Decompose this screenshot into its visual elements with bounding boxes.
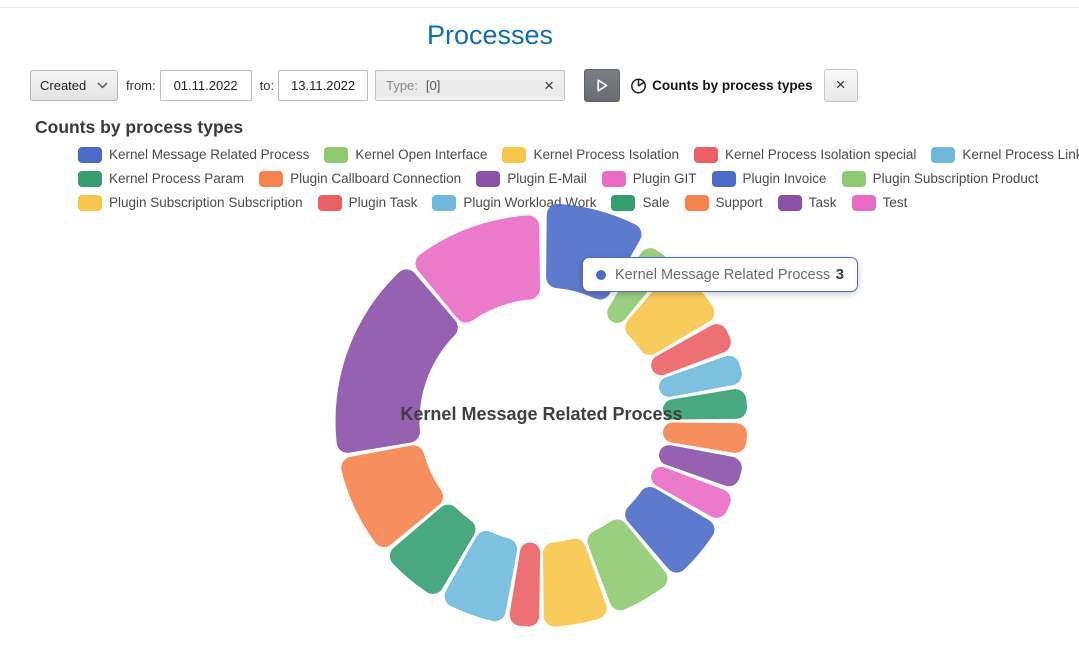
pie-segment[interactable] <box>662 389 748 420</box>
legend-item[interactable]: Kernel Message Related Process <box>78 146 310 163</box>
tooltip-label: Kernel Message Related Process <box>615 266 831 283</box>
chart-legend: Kernel Message Related Process Kernel Ope… <box>78 146 1079 218</box>
tooltip-value: 3 <box>835 266 844 283</box>
chart-widget-title: Counts by process types <box>652 77 813 93</box>
pie-segment[interactable] <box>659 445 742 487</box>
legend-swatch <box>78 146 102 163</box>
play-icon <box>596 78 608 92</box>
donut-center-label: Kernel Message Related Process <box>400 404 682 424</box>
legend-item[interactable]: Sale <box>611 194 670 211</box>
legend-label: Test <box>882 195 908 210</box>
legend-swatch <box>601 170 626 187</box>
legend-swatch <box>502 146 527 163</box>
pie-segment[interactable] <box>509 542 541 627</box>
legend-label: Kernel Open Interface <box>355 147 488 162</box>
legend-item[interactable]: Kernel Process Link <box>931 146 1079 163</box>
created-select[interactable]: Created <box>30 69 118 101</box>
legend-label: Plugin Invoice <box>742 171 827 186</box>
legend-label: Kernel Process Isolation <box>533 147 680 162</box>
legend-label: Plugin Subscription Subscription <box>109 195 303 210</box>
pie-segment[interactable] <box>415 215 541 323</box>
legend-item[interactable]: Plugin Callboard Connection <box>259 170 462 187</box>
legend-label: Plugin GIT <box>632 171 697 186</box>
legend-swatch <box>711 170 736 187</box>
legend-item[interactable]: Kernel Open Interface <box>324 146 488 163</box>
legend-item[interactable]: Plugin Task <box>317 194 418 211</box>
to-date-input[interactable] <box>278 69 369 101</box>
top-divider <box>0 7 1079 8</box>
legend-swatch <box>476 170 501 187</box>
legend-swatch <box>931 146 956 163</box>
legend-swatch <box>851 194 876 211</box>
legend-swatch <box>78 170 102 187</box>
legend-swatch <box>317 194 342 211</box>
pie-segment[interactable] <box>662 422 748 453</box>
type-filter-value: [0] <box>425 77 441 93</box>
legend-item[interactable]: Plugin Invoice <box>711 170 827 187</box>
legend-label: Kernel Process Param <box>109 171 245 186</box>
legend-label: Kernel Process Isolation special <box>725 147 917 162</box>
legend-label: Kernel Message Related Process <box>109 147 310 162</box>
clear-type-filter-icon[interactable]: × <box>544 75 555 95</box>
type-filter-label: Type: <box>386 77 418 93</box>
legend-swatch <box>259 170 284 187</box>
legend-swatch <box>324 146 349 163</box>
pie-segment[interactable] <box>335 269 458 453</box>
pie-chart-icon <box>630 77 647 94</box>
legend-label: Support <box>715 195 763 210</box>
legend-item[interactable]: Test <box>851 194 908 211</box>
legend-row: Kernel Message Related Process Kernel Ope… <box>78 146 1079 163</box>
legend-item[interactable]: Support <box>684 194 763 211</box>
pie-segment[interactable] <box>389 504 476 594</box>
pie-segment[interactable] <box>651 324 731 376</box>
legend-item[interactable]: Task <box>777 194 837 211</box>
legend-item[interactable]: Plugin Subscription Subscription <box>78 194 303 211</box>
legend-label: Plugin Subscription Product <box>872 171 1039 186</box>
legend-item[interactable]: Kernel Process Isolation special <box>694 146 917 163</box>
legend-swatch <box>694 146 719 163</box>
close-widget-button[interactable]: × <box>823 68 858 102</box>
legend-label: Task <box>808 195 837 210</box>
tooltip-series-dot-icon <box>596 269 606 280</box>
close-icon: × <box>835 75 846 94</box>
to-label: to: <box>259 77 275 93</box>
legend-item[interactable]: Kernel Process Param <box>78 170 245 187</box>
legend-swatch <box>611 194 636 211</box>
type-filter-field[interactable]: Type: [0] × <box>375 69 566 101</box>
legend-label: Kernel Process Link <box>962 147 1079 162</box>
pie-segment[interactable] <box>587 519 668 611</box>
legend-swatch <box>684 194 709 211</box>
legend-item[interactable]: Plugin GIT <box>601 170 697 187</box>
pie-segment[interactable] <box>659 355 742 397</box>
legend-item[interactable]: Plugin Subscription Product <box>841 170 1039 187</box>
legend-item[interactable]: Kernel Process Isolation <box>502 146 680 163</box>
legend-swatch <box>432 194 457 211</box>
legend-row: Plugin Subscription Subscription Plugin T… <box>78 194 1079 211</box>
filter-toolbar: Created from: to: Type: [0] × Counts b <box>30 68 858 102</box>
legend-row: Kernel Process Param Plugin Callboard Con… <box>78 170 1079 187</box>
legend-item[interactable]: Plugin E-Mail <box>476 170 587 187</box>
legend-label: Plugin Task <box>348 195 418 210</box>
run-report-button[interactable] <box>584 68 621 102</box>
legend-swatch <box>78 194 102 211</box>
legend-swatch <box>841 170 866 187</box>
chevron-down-icon <box>97 81 108 89</box>
legend-label: Sale <box>642 195 670 210</box>
pie-segment[interactable] <box>444 530 518 622</box>
page-title: Processes <box>426 20 554 50</box>
created-select-value: Created <box>40 77 87 93</box>
section-heading: Counts by process types <box>35 117 244 137</box>
chart-tooltip: Kernel Message Related Process 3 <box>582 257 858 292</box>
pie-segment[interactable] <box>341 445 444 547</box>
pie-segment[interactable] <box>651 466 731 518</box>
legend-label: Plugin Callboard Connection <box>290 171 462 186</box>
from-date-input[interactable] <box>159 69 252 101</box>
pie-segment[interactable] <box>542 538 607 627</box>
pie-segment[interactable] <box>625 486 715 573</box>
from-label: from: <box>126 77 156 93</box>
legend-label: Plugin E-Mail <box>507 171 587 186</box>
legend-swatch <box>777 194 802 211</box>
